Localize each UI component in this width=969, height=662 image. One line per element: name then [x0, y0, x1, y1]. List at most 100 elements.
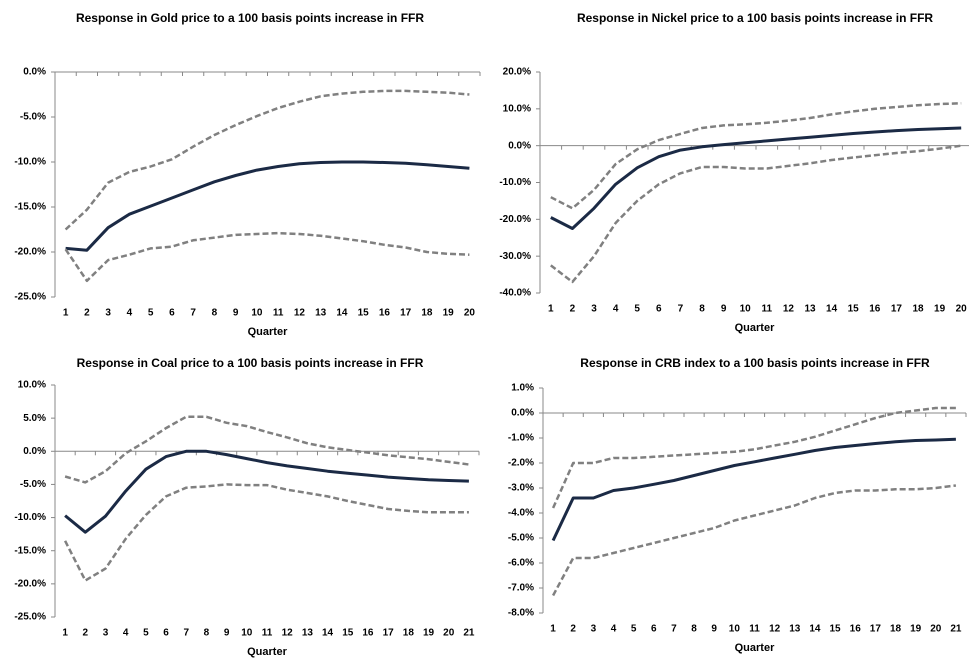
series-line [551, 406, 956, 509]
x-tick-label: 1 [63, 308, 69, 319]
x-tick-label: 5 [631, 624, 637, 635]
x-tick-label: 7 [190, 308, 196, 319]
x-tick-label: 6 [656, 304, 662, 315]
y-tick-label: 10.0% [503, 103, 531, 114]
x-tick-label: 13 [302, 628, 314, 639]
x-tick-label: 8 [204, 628, 210, 639]
x-tick-label: 6 [651, 624, 657, 635]
chart-title: Response in CRB index to a 100 basis poi… [580, 356, 930, 370]
x-tick-label: 13 [315, 308, 327, 319]
y-tick-label: -40.0% [499, 288, 531, 299]
x-tick-label: 19 [934, 304, 946, 315]
x-tick-label: 10 [241, 628, 253, 639]
x-tick-label: 21 [463, 628, 475, 639]
x-tick-label: 12 [282, 628, 294, 639]
x-tick-label: 7 [183, 628, 189, 639]
y-tick-label: -30.0% [499, 251, 531, 262]
x-tick-label: 17 [400, 308, 412, 319]
x-tick-label: 14 [336, 308, 348, 319]
x-tick-label: 17 [870, 624, 882, 635]
y-tick-label: 5.0% [23, 413, 46, 424]
y-tick-label: -20.0% [14, 578, 46, 589]
x-tick-label: 4 [127, 308, 133, 319]
x-tick-label: 9 [711, 624, 717, 635]
x-tick-label: 9 [721, 304, 727, 315]
series-line [65, 160, 470, 252]
x-tick-label: 10 [251, 308, 263, 319]
chart-title: Response in Nickel price to a 100 basis … [576, 11, 934, 25]
x-tick-label: 7 [678, 304, 684, 315]
x-tick-label: 18 [912, 304, 924, 315]
series-line [550, 126, 962, 230]
x-tick-label: 1 [550, 624, 556, 635]
y-tick-label: -25.0% [14, 612, 46, 623]
x-tick-label: 16 [379, 308, 391, 319]
x-tick-label: 6 [169, 308, 175, 319]
series-line [550, 144, 962, 284]
x-tick-label: 19 [910, 624, 922, 635]
series-line [551, 437, 956, 542]
y-tick-label: -20.0% [14, 247, 46, 258]
series-line [63, 483, 469, 582]
y-tick-label: -4.0% [508, 508, 534, 519]
x-tick-label: 20 [464, 308, 476, 319]
y-tick-label: -25.0% [14, 292, 46, 303]
y-tick-label: -15.0% [14, 202, 46, 213]
x-tick-label: 8 [212, 308, 218, 319]
x-tick-label: 19 [443, 308, 455, 319]
x-tick-label: 16 [362, 628, 374, 639]
x-tick-label: 7 [671, 624, 677, 635]
chart-title: Response in Gold price to a 100 basis po… [75, 11, 425, 25]
x-tick-label: 18 [421, 308, 433, 319]
x-tick-label: 9 [233, 308, 239, 319]
x-tick-label: 2 [83, 628, 89, 639]
x-tick-label: 4 [613, 304, 619, 315]
x-tick-label: 13 [804, 304, 816, 315]
x-tick-label: 20 [956, 304, 968, 315]
series-line [550, 102, 962, 210]
x-tick-label: 4 [123, 628, 129, 639]
x-tick-label: 8 [699, 304, 705, 315]
chart-title: Response in Coal price to a 100 basis po… [76, 356, 424, 370]
x-tick-label: 6 [163, 628, 169, 639]
x-tick-label: 13 [789, 624, 801, 635]
y-tick-label: -1.0% [508, 433, 534, 444]
x-tick-label: 15 [848, 304, 860, 315]
x-axis-label: Quarter [247, 646, 287, 658]
y-tick-label: -3.0% [508, 483, 534, 494]
x-axis-label: Quarter [735, 322, 775, 334]
y-tick-label: -10.0% [499, 177, 531, 188]
y-tick-label: -6.0% [508, 558, 534, 569]
x-tick-label: 3 [103, 628, 109, 639]
series-line [551, 484, 957, 597]
y-tick-label: 0.0% [23, 67, 46, 78]
x-tick-label: 10 [729, 624, 741, 635]
x-tick-label: 3 [105, 308, 111, 319]
x-tick-label: 1 [548, 304, 554, 315]
y-tick-label: -15.0% [14, 545, 46, 556]
x-tick-label: 21 [950, 624, 962, 635]
x-tick-label: 12 [769, 624, 781, 635]
series-line [64, 89, 470, 231]
x-tick-label: 11 [762, 304, 773, 315]
x-axis-label: Quarter [248, 326, 288, 338]
x-tick-label: 5 [148, 308, 154, 319]
x-tick-label: 5 [143, 628, 149, 639]
y-tick-label: -5.0% [508, 533, 534, 544]
y-tick-label: -5.0% [20, 112, 46, 123]
x-tick-label: 11 [749, 624, 760, 635]
y-tick-label: 20.0% [503, 67, 531, 78]
x-tick-label: 11 [273, 308, 284, 319]
x-tick-label: 20 [930, 624, 942, 635]
y-tick-label: 0.0% [508, 140, 531, 151]
x-tick-label: 14 [809, 624, 821, 635]
x-tick-label: 17 [383, 628, 395, 639]
x-tick-label: 15 [358, 308, 370, 319]
series-line [64, 449, 469, 534]
y-tick-label: 0.0% [23, 446, 46, 457]
x-tick-label: 11 [262, 628, 273, 639]
x-tick-label: 4 [611, 624, 617, 635]
x-axis-label: Quarter [735, 642, 775, 654]
